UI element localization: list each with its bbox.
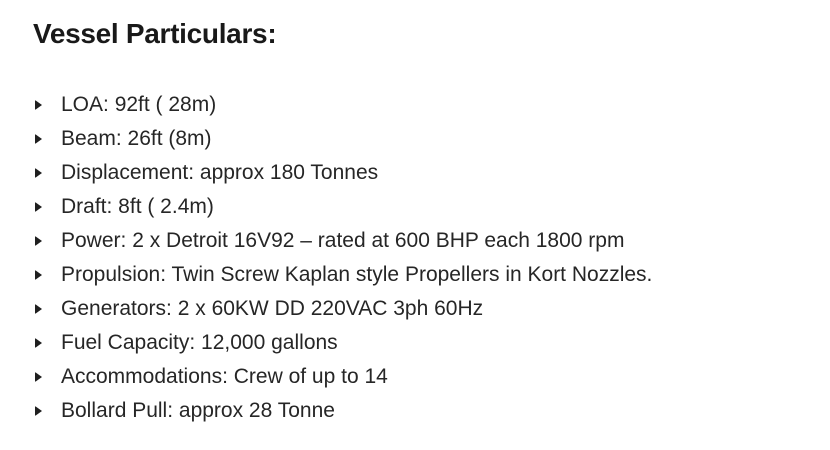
list-item: Accommodations: Crew of up to 14 [33, 360, 652, 394]
list-item-text: Fuel Capacity: 12,000 gallons [61, 331, 338, 354]
list-item: Beam: 26ft (8m) [33, 122, 652, 156]
triangle-bullet-icon [35, 134, 42, 144]
list-item: Draft: 8ft ( 2.4m) [33, 190, 652, 224]
list-item: Power: 2 x Detroit 16V92 – rated at 600 … [33, 224, 652, 258]
list-item: Displacement: approx 180 Tonnes [33, 156, 652, 190]
page-title: Vessel Particulars: [33, 18, 277, 49]
list-item-text: Propulsion: Twin Screw Kaplan style Prop… [61, 263, 653, 286]
list-item: LOA: 92ft ( 28m) [33, 88, 652, 122]
list-item: Propulsion: Twin Screw Kaplan style Prop… [33, 258, 652, 292]
triangle-bullet-icon [35, 100, 42, 110]
triangle-bullet-icon [35, 270, 42, 280]
triangle-bullet-icon [35, 236, 42, 246]
list-item-text: LOA: 92ft ( 28m) [61, 93, 217, 116]
triangle-bullet-icon [35, 304, 42, 314]
particulars-list: LOA: 92ft ( 28m) Beam: 26ft (8m) Displac… [33, 88, 652, 428]
list-item-text: Accommodations: Crew of up to 14 [61, 365, 388, 388]
list-item-text: Draft: 8ft ( 2.4m) [61, 195, 214, 218]
list-item-text: Generators: 2 x 60KW DD 220VAC 3ph 60Hz [61, 297, 484, 320]
list-item-text: Displacement: approx 180 Tonnes [61, 161, 379, 184]
triangle-bullet-icon [35, 168, 42, 178]
triangle-bullet-icon [35, 338, 42, 348]
list-item: Bollard Pull: approx 28 Tonne [33, 394, 652, 428]
list-item: Generators: 2 x 60KW DD 220VAC 3ph 60Hz [33, 292, 652, 326]
list-item: Fuel Capacity: 12,000 gallons [33, 326, 652, 360]
triangle-bullet-icon [35, 406, 42, 416]
list-item-text: Bollard Pull: approx 28 Tonne [61, 399, 335, 422]
triangle-bullet-icon [35, 202, 42, 212]
list-item-text: Beam: 26ft (8m) [61, 127, 212, 150]
triangle-bullet-icon [35, 372, 42, 382]
list-item-text: Power: 2 x Detroit 16V92 – rated at 600 … [61, 229, 625, 252]
